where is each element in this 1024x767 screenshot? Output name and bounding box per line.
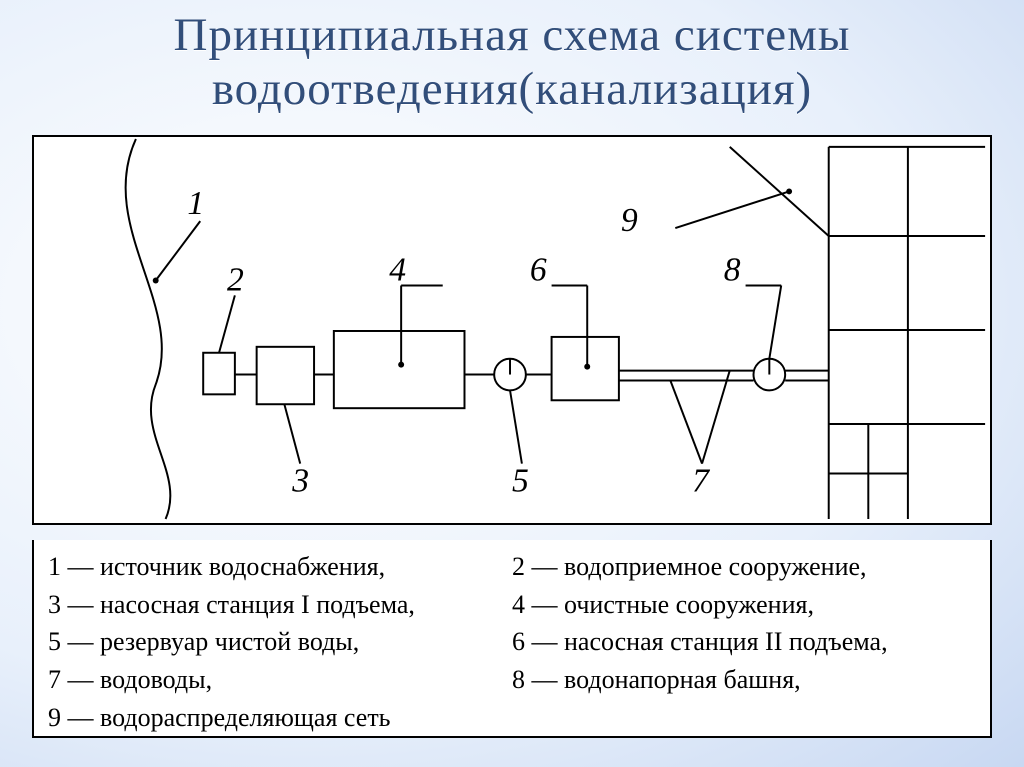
- node-9-grid: [730, 147, 985, 519]
- legend-row: 7 — водоводы, 8 — водонапорная башня,: [48, 661, 976, 699]
- node-3: [257, 347, 314, 404]
- legend-item-4: 4 — очистные сооружения,: [512, 586, 976, 624]
- legend-item-5: 5 — резервуар чистой воды,: [48, 623, 512, 661]
- title-line2: водоотведения(канализация): [212, 63, 812, 115]
- label-6: 6: [530, 252, 547, 289]
- diagram-svg: 1 2 3 4 5 6: [34, 137, 990, 523]
- label-9: 9: [621, 202, 638, 239]
- legend-row: 1 — источник водоснабжения, 2 — водоприе…: [48, 548, 976, 586]
- label-8: 8: [724, 252, 741, 289]
- node-4: [334, 331, 465, 408]
- legend-item-7: 7 — водоводы,: [48, 661, 512, 699]
- node-2: [203, 353, 235, 395]
- legend-item-8: 8 — водонапорная башня,: [512, 661, 976, 699]
- label-4: 4: [389, 252, 406, 289]
- legend-item-9: 9 — водораспределяющая сеть: [48, 699, 512, 737]
- label-3: 3: [291, 462, 309, 499]
- diagram-frame: 1 2 3 4 5 6: [32, 135, 992, 525]
- label-2: 2: [227, 261, 244, 298]
- legend: 1 — источник водоснабжения, 2 — водоприе…: [32, 540, 992, 738]
- legend-row: 9 — водораспределяющая сеть: [48, 699, 976, 737]
- label-7: 7: [692, 462, 710, 499]
- legend-item-1: 1 — источник водоснабжения,: [48, 548, 512, 586]
- node-1-curve: [126, 139, 171, 519]
- legend-item-6: 6 — насосная станция II подъема,: [512, 623, 976, 661]
- label-1: 1: [187, 185, 204, 222]
- legend-item-3: 3 — насосная станция I подъема,: [48, 586, 512, 624]
- page-title: Принципиальная схема системы водоотведен…: [0, 0, 1024, 116]
- title-line1: Принципиальная схема системы: [174, 9, 851, 61]
- legend-item-2: 2 — водоприемное сооружение,: [512, 548, 976, 586]
- label-5: 5: [512, 462, 529, 499]
- legend-row: 3 — насосная станция I подъема, 4 — очис…: [48, 586, 976, 624]
- legend-row: 5 — резервуар чистой воды, 6 — насосная …: [48, 623, 976, 661]
